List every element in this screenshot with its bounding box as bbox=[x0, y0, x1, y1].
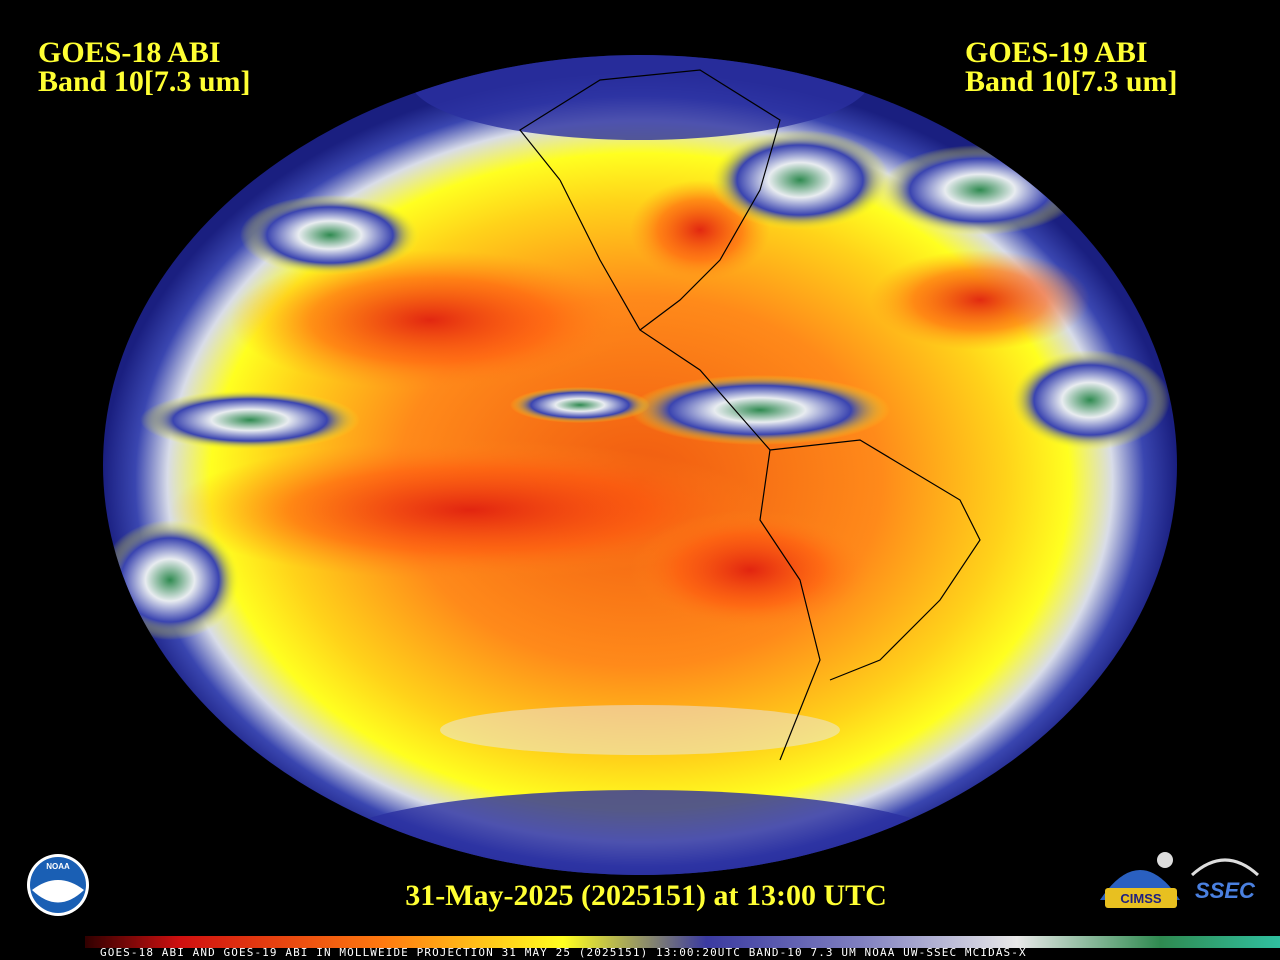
right-band: Band 10[7.3 um] bbox=[965, 65, 1178, 98]
cimss-logo: CIMSS bbox=[1100, 852, 1180, 908]
ssec-logo: SSEC bbox=[1190, 858, 1260, 903]
cimss-label: CIMSS bbox=[1120, 891, 1162, 906]
coastline bbox=[559, 179, 981, 761]
color-bar bbox=[85, 936, 1280, 948]
noaa-logo: NOAA bbox=[27, 854, 89, 916]
noaa-label: NOAA bbox=[46, 862, 70, 871]
right-satellite: GOES-19 ABI bbox=[965, 36, 1148, 69]
timestamp: 31-May-2025 (2025151) at 13:00 UTC bbox=[405, 879, 887, 912]
ssec-label: SSEC bbox=[1195, 878, 1256, 903]
left-satellite: GOES-18 ABI bbox=[38, 36, 221, 69]
left-band: Band 10[7.3 um] bbox=[38, 65, 251, 98]
coastline bbox=[519, 69, 781, 331]
satellite-image bbox=[103, 55, 1177, 875]
footer-strip: GOES-18 ABI AND GOES-19 ABI IN MOLLWEIDE… bbox=[100, 946, 1027, 959]
